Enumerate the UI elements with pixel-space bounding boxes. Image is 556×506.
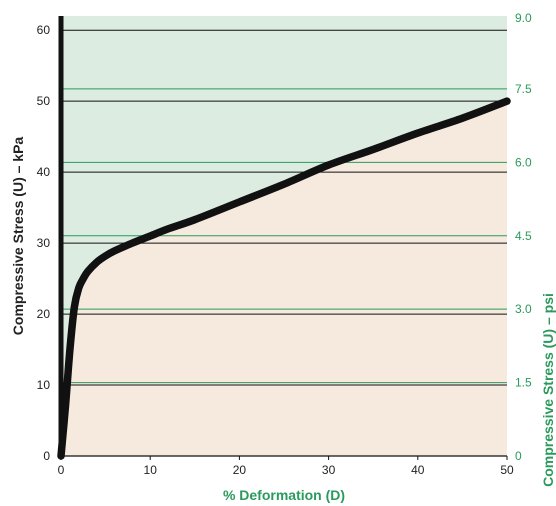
- y-tick-label-psi: 7.5: [515, 82, 532, 96]
- x-tick-labels: 0 10 20 30 40 50: [58, 463, 514, 477]
- x-tick-label: 40: [411, 463, 425, 477]
- y-tick-label-psi: 1.5: [515, 376, 532, 390]
- psi-gridlines: [61, 88, 507, 384]
- x-tick-label: 0: [58, 463, 65, 477]
- y-tick-label-kpa: 0: [43, 449, 50, 463]
- plot-region-under-curve: [61, 101, 507, 456]
- y-tick-label-psi: 6.0: [515, 155, 532, 169]
- y-tick-labels-psi: 0 1.5 3.0 4.5 6.0 7.5 9.0: [515, 11, 532, 463]
- y-tick-label-kpa: 60: [37, 23, 51, 37]
- y-tick-label-psi: 9.0: [515, 11, 532, 25]
- x-tick-label: 30: [322, 463, 336, 477]
- y-tick-label-psi: 0: [515, 449, 522, 463]
- y-tick-label-kpa: 10: [37, 378, 51, 392]
- stress-curve: [57, 97, 511, 460]
- x-tick-label: 20: [233, 463, 247, 477]
- y-tick-label-psi: 4.5: [515, 229, 532, 243]
- y-tick-label-kpa: 30: [37, 236, 51, 250]
- y-tick-label-kpa: 50: [37, 94, 51, 108]
- y-tick-label-psi: 3.0: [515, 302, 532, 316]
- y-axis-label-kpa: Compressive Stress (U) – kPa: [10, 137, 26, 336]
- y-axis-label-psi: Compressive Stress (U) – psi: [540, 293, 556, 487]
- y-tick-label-kpa: 20: [37, 307, 51, 321]
- x-axis-label: % Deformation (D): [223, 487, 345, 503]
- y-tick-label-kpa: 40: [37, 165, 51, 179]
- y-tick-labels-kpa: 0 10 20 30 40 50 60: [37, 23, 51, 463]
- x-tick-label: 10: [144, 463, 158, 477]
- x-tick-label: 50: [500, 463, 514, 477]
